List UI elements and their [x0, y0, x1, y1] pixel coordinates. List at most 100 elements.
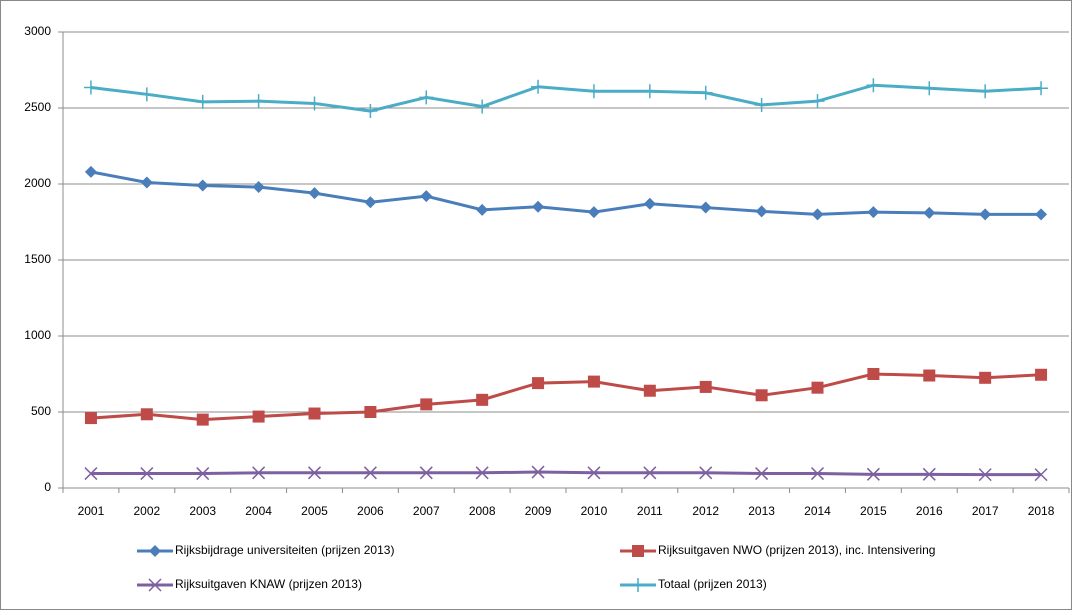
- marker: [532, 200, 545, 213]
- x-tick-label: 2006: [357, 504, 384, 518]
- marker: [476, 203, 489, 216]
- marker: [195, 94, 210, 109]
- marker: [1035, 368, 1048, 381]
- y-tick-label: 1000: [24, 328, 51, 342]
- marker: [867, 206, 880, 219]
- marker: [755, 205, 768, 218]
- legend-label: Rijksbijdrage universiteiten (prijzen 20…: [175, 543, 394, 557]
- marker: [643, 197, 656, 210]
- marker: [420, 398, 433, 411]
- x-tick-label: 2013: [748, 504, 775, 518]
- marker: [196, 413, 209, 426]
- legend-marker: [632, 545, 644, 557]
- marker: [754, 97, 769, 112]
- marker: [140, 408, 153, 421]
- marker: [419, 90, 434, 105]
- marker: [923, 369, 936, 382]
- legend-label: Rijksuitgaven NWO (prijzen 2013), inc. I…: [658, 543, 935, 557]
- x-tick-label: 2005: [301, 504, 328, 518]
- marker: [308, 407, 321, 420]
- marker: [866, 467, 880, 481]
- marker: [140, 467, 154, 481]
- marker: [140, 176, 153, 189]
- marker: [810, 467, 825, 481]
- x-tick-label: 2017: [972, 504, 999, 518]
- marker: [866, 78, 881, 93]
- x-tick-label: 2010: [581, 504, 608, 518]
- marker: [252, 466, 266, 480]
- marker: [755, 389, 768, 402]
- y-tick-label: 2000: [24, 176, 51, 190]
- marker: [587, 466, 601, 480]
- legend-label: Totaal (prijzen 2013): [658, 577, 767, 591]
- marker: [642, 84, 657, 99]
- legend-marker: [631, 578, 645, 592]
- marker: [586, 84, 601, 99]
- marker: [979, 371, 992, 384]
- marker: [922, 467, 936, 481]
- marker: [84, 467, 98, 481]
- x-tick-label: 2002: [133, 504, 160, 518]
- legend-label: Rijksuitgaven KNAW (prijzen 2013): [175, 577, 362, 591]
- y-tick-label: 3000: [24, 24, 51, 38]
- marker: [475, 466, 489, 480]
- marker: [139, 87, 154, 102]
- x-tick-label: 2012: [692, 504, 719, 518]
- x-tick-label: 2004: [245, 504, 272, 518]
- y-tick-label: 0: [44, 480, 51, 494]
- series-line: [90, 170, 1042, 216]
- x-tick-label: 2009: [525, 504, 552, 518]
- series-line: [90, 83, 1042, 113]
- marker: [83, 80, 98, 95]
- marker: [1034, 468, 1048, 482]
- marker: [307, 466, 322, 480]
- x-tick-label: 2014: [804, 504, 831, 518]
- y-tick-label: 2500: [24, 100, 51, 114]
- x-tick-label: 2016: [916, 504, 943, 518]
- marker: [364, 196, 377, 209]
- marker: [531, 79, 546, 94]
- marker: [587, 206, 600, 219]
- marker: [978, 468, 992, 482]
- marker: [476, 393, 489, 406]
- marker: [978, 84, 993, 99]
- marker: [698, 85, 713, 100]
- marker: [196, 467, 210, 481]
- x-tick-label: 2018: [1028, 504, 1055, 518]
- marker: [252, 181, 265, 194]
- series-line: [90, 372, 1042, 422]
- marker: [363, 466, 377, 480]
- marker: [363, 104, 378, 119]
- marker: [251, 94, 266, 109]
- marker: [475, 99, 490, 114]
- legend-marker: [149, 545, 161, 557]
- marker: [419, 466, 433, 480]
- marker: [811, 381, 824, 394]
- marker: [252, 410, 265, 423]
- marker: [643, 384, 656, 397]
- marker: [84, 165, 97, 178]
- marker: [699, 466, 713, 480]
- marker: [531, 465, 545, 479]
- x-tick-label: 2007: [413, 504, 440, 518]
- marker: [420, 190, 433, 203]
- y-tick-label: 1500: [24, 252, 51, 266]
- marker: [532, 377, 545, 390]
- x-tick-label: 2011: [637, 504, 663, 518]
- marker: [307, 96, 322, 111]
- x-tick-label: 2001: [78, 504, 105, 518]
- marker: [979, 208, 992, 221]
- marker: [810, 94, 825, 109]
- y-tick-label: 500: [31, 404, 51, 418]
- marker: [84, 412, 97, 425]
- marker: [308, 187, 321, 200]
- marker: [364, 406, 377, 418]
- marker: [867, 368, 880, 380]
- marker: [1034, 81, 1049, 96]
- marker: [643, 466, 657, 480]
- marker: [922, 81, 937, 96]
- x-tick-label: 2015: [860, 504, 887, 518]
- marker: [699, 380, 712, 393]
